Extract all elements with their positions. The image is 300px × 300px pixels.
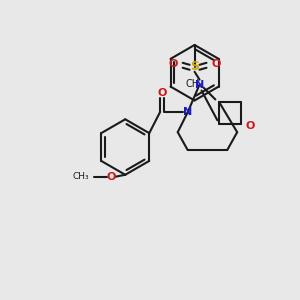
Text: S: S (190, 60, 199, 73)
Text: CH₃: CH₃ (185, 79, 204, 88)
Text: O: O (157, 88, 167, 98)
Text: O: O (107, 172, 116, 182)
Text: CH₃: CH₃ (73, 172, 90, 181)
Text: N: N (195, 80, 204, 90)
Text: O: O (245, 121, 254, 131)
Text: N: N (183, 107, 192, 117)
Text: O: O (212, 59, 221, 69)
Text: O: O (168, 59, 178, 69)
